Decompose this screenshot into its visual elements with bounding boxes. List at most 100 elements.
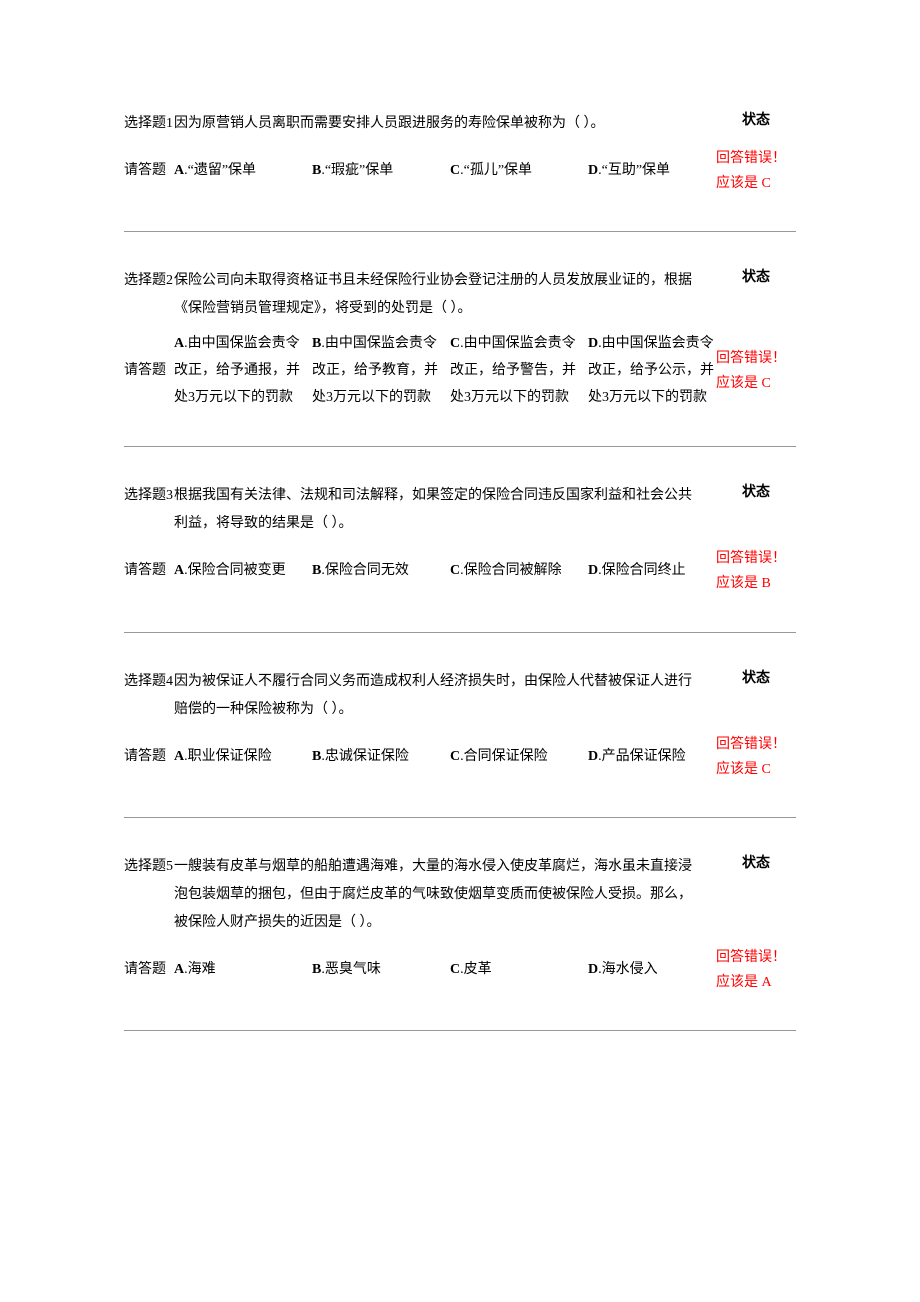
options-container: A.“遗留”保单B.“瑕疵”保单C.“孤儿”保单D.“互助”保单	[174, 146, 716, 196]
answer-prompt: 请答题	[124, 732, 174, 782]
options-container: A.海难B.恶臭气味C.皮革D.海水侵入	[174, 945, 716, 995]
question-label: 选择题1	[124, 110, 174, 138]
question-header: 选择题3根据我国有关法律、法规和司法解释，如果签定的保险合同违反国家利益和社会公…	[124, 482, 796, 538]
question-text: 根据我国有关法律、法规和司法解释，如果签定的保险合同违反国家利益和社会公共利益，…	[174, 482, 716, 538]
feedback-answer: C	[762, 176, 771, 191]
feedback-prefix: 应该是	[716, 376, 762, 391]
option[interactable]: C.皮革	[450, 945, 578, 995]
option-text: .海难	[184, 962, 216, 977]
option[interactable]: C.由中国保监会责令改正，给予警告，并处3万元以下的罚款	[450, 331, 578, 411]
option-letter: B	[312, 962, 321, 977]
option-letter: B	[312, 563, 321, 578]
question-block: 选择题1因为原营销人员离职而需要安排人员跟进服务的寿险保单被称为（ ）。状态请答…	[124, 110, 796, 196]
option-text: .海水侵入	[598, 962, 658, 977]
divider	[124, 632, 796, 633]
question-header: 选择题2保险公司向未取得资格证书且未经保险行业协会登记注册的人员发放展业证的，根…	[124, 267, 796, 323]
option[interactable]: B.忠诚保证保险	[312, 732, 440, 782]
option-text: .由中国保监会责令改正，给予公示，并处3万元以下的罚款	[588, 336, 714, 404]
option[interactable]: A.由中国保监会责令改正，给予通报，并处3万元以下的罚款	[174, 331, 302, 411]
feedback-answer: C	[762, 762, 771, 777]
option[interactable]: A.保险合同被变更	[174, 546, 302, 596]
feedback: 回答错误！ 应该是 A	[716, 945, 796, 995]
option[interactable]: C.合同保证保险	[450, 732, 578, 782]
feedback-correct: 应该是 B	[716, 571, 796, 596]
feedback-error: 回答错误！	[716, 346, 796, 371]
answer-prompt: 请答题	[124, 546, 174, 596]
option-letter: A	[174, 336, 184, 351]
options-container: A.保险合同被变更B.保险合同无效C.保险合同被解除D.保险合同终止	[174, 546, 716, 596]
question-label: 选择题5	[124, 853, 174, 881]
feedback: 回答错误！应该是 C	[716, 732, 796, 782]
status-header: 状态	[716, 267, 796, 289]
questions-container: 选择题1因为原营销人员离职而需要安排人员跟进服务的寿险保单被称为（ ）。状态请答…	[124, 110, 796, 1031]
option-text: .保险合同终止	[598, 563, 686, 578]
option-letter: A	[174, 749, 184, 764]
option[interactable]: B.由中国保监会责令改正，给予教育，并处3万元以下的罚款	[312, 331, 440, 411]
feedback-correct: 应该是 C	[716, 171, 796, 196]
option[interactable]: D.海水侵入	[588, 945, 716, 995]
feedback-prefix: 应该是	[716, 975, 762, 990]
status-header: 状态	[716, 853, 796, 875]
answer-prompt: 请答题	[124, 146, 174, 196]
option-letter: A	[174, 962, 184, 977]
option[interactable]: A.“遗留”保单	[174, 146, 302, 196]
option[interactable]: D.“互助”保单	[588, 146, 716, 196]
feedback: 回答错误！应该是 C	[716, 146, 796, 196]
option-text: .“遗留”保单	[184, 163, 256, 178]
feedback-answer: C	[762, 376, 771, 391]
options-container: A.由中国保监会责令改正，给予通报，并处3万元以下的罚款B.由中国保监会责令改正…	[174, 331, 716, 411]
feedback: 回答错误！ 应该是 C	[716, 331, 796, 411]
option-text: .职业保证保险	[184, 749, 272, 764]
question-label: 选择题2	[124, 267, 174, 295]
option-text: .合同保证保险	[460, 749, 548, 764]
feedback: 回答错误！应该是 B	[716, 546, 796, 596]
option-text: .“互助”保单	[598, 163, 670, 178]
option-text: .由中国保监会责令改正，给予教育，并处3万元以下的罚款	[312, 336, 438, 404]
option-letter: C	[450, 749, 460, 764]
feedback-error: 回答错误！	[716, 732, 796, 757]
question-text: 因为被保证人不履行合同义务而造成权利人经济损失时，由保险人代替被保证人进行赔偿的…	[174, 668, 716, 724]
question-header: 选择题4因为被保证人不履行合同义务而造成权利人经济损失时，由保险人代替被保证人进…	[124, 668, 796, 724]
feedback-answer: A	[762, 975, 772, 990]
feedback-answer: B	[762, 576, 771, 591]
feedback-correct: 应该是 C	[716, 757, 796, 782]
option-letter: C	[450, 563, 460, 578]
answer-row: 请答题A.“遗留”保单B.“瑕疵”保单C.“孤儿”保单D.“互助”保单回答错误！…	[124, 146, 796, 196]
option[interactable]: A.职业保证保险	[174, 732, 302, 782]
option-letter: D	[588, 749, 598, 764]
option-text: .皮革	[460, 962, 492, 977]
answer-prompt: 请答题	[124, 945, 174, 995]
question-block: 选择题4因为被保证人不履行合同义务而造成权利人经济损失时，由保险人代替被保证人进…	[124, 668, 796, 782]
divider	[124, 446, 796, 447]
option[interactable]: B.恶臭气味	[312, 945, 440, 995]
option-letter: D	[588, 163, 598, 178]
question-label: 选择题4	[124, 668, 174, 696]
option-text: .由中国保监会责令改正，给予警告，并处3万元以下的罚款	[450, 336, 576, 404]
question-block: 选择题2保险公司向未取得资格证书且未经保险行业协会登记注册的人员发放展业证的，根…	[124, 267, 796, 411]
option-letter: D	[588, 336, 598, 351]
option[interactable]: D.产品保证保险	[588, 732, 716, 782]
option-text: .保险合同被解除	[460, 563, 562, 578]
option-text: .产品保证保险	[598, 749, 686, 764]
option[interactable]: C.保险合同被解除	[450, 546, 578, 596]
option[interactable]: B.保险合同无效	[312, 546, 440, 596]
option[interactable]: D.保险合同终止	[588, 546, 716, 596]
question-header: 选择题1因为原营销人员离职而需要安排人员跟进服务的寿险保单被称为（ ）。状态	[124, 110, 796, 138]
option-text: .由中国保监会责令改正，给予通报，并处3万元以下的罚款	[174, 336, 300, 404]
feedback-error: 回答错误！	[716, 146, 796, 171]
option[interactable]: B.“瑕疵”保单	[312, 146, 440, 196]
option-letter: A	[174, 163, 184, 178]
option-letter: C	[450, 962, 460, 977]
answer-row: 请答题A.海难B.恶臭气味C.皮革D.海水侵入回答错误！应该是 A	[124, 945, 796, 995]
question-block: 选择题3根据我国有关法律、法规和司法解释，如果签定的保险合同违反国家利益和社会公…	[124, 482, 796, 596]
divider	[124, 1030, 796, 1031]
option-letter: C	[450, 336, 460, 351]
feedback-error: 回答错误！	[716, 945, 796, 970]
question-text: 一艘装有皮革与烟草的船舶遭遇海难，大量的海水侵入使皮革腐烂，海水虽未直接浸泡包装…	[174, 853, 716, 937]
feedback-prefix: 应该是	[716, 762, 762, 777]
option-letter: D	[588, 563, 598, 578]
option[interactable]: C.“孤儿”保单	[450, 146, 578, 196]
option[interactable]: A.海难	[174, 945, 302, 995]
option[interactable]: D.由中国保监会责令改正，给予公示，并处3万元以下的罚款	[588, 331, 716, 411]
option-letter: B	[312, 163, 321, 178]
